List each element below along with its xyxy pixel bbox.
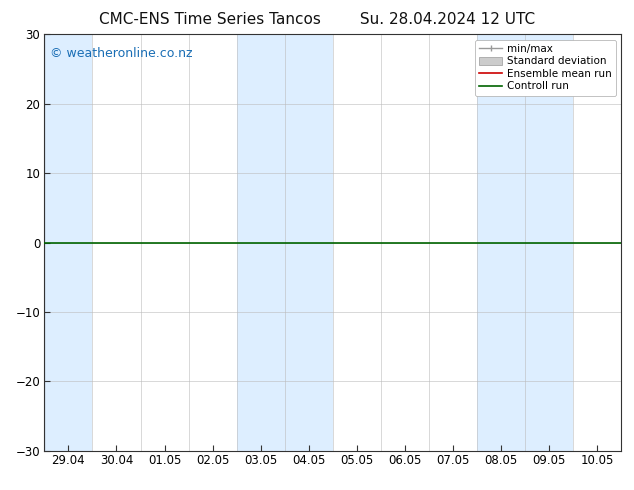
Bar (44, 34, 93, 451)
Text: CMC-ENS Time Series Tancos        Su. 28.04.2024 12 UTC: CMC-ENS Time Series Tancos Su. 28.04.202… (99, 12, 535, 27)
Legend: min/max, Standard deviation, Ensemble mean run, Controll run: min/max, Standard deviation, Ensemble me… (475, 40, 616, 96)
Bar (236, 34, 333, 451)
Text: © weatheronline.co.nz: © weatheronline.co.nz (50, 47, 193, 60)
Bar (477, 34, 573, 451)
